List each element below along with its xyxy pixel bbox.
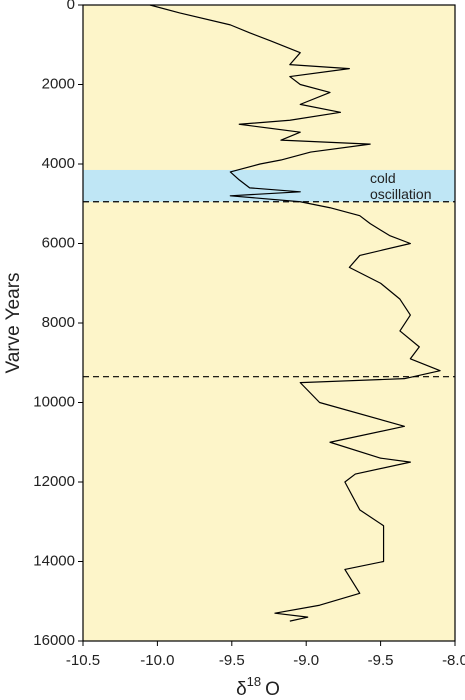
cold-band bbox=[83, 169, 455, 202]
annotation: cold oscillation bbox=[370, 170, 431, 202]
x-label-text: O bbox=[265, 679, 280, 700]
y-tick-label: 8000 bbox=[42, 314, 75, 331]
x-tick-label: -9.0 bbox=[293, 652, 319, 669]
x-label-sup: 18 bbox=[247, 674, 261, 689]
x-tick-label: -9.5 bbox=[368, 652, 394, 669]
x-tick-label: -8.0 bbox=[442, 652, 465, 669]
x-tick-label: -10.0 bbox=[140, 652, 174, 669]
annotation-line: cold bbox=[370, 170, 396, 186]
x-tick-label: -10.5 bbox=[66, 652, 100, 669]
y-tick-label: 0 bbox=[67, 0, 75, 13]
y-tick-label: 10000 bbox=[33, 393, 75, 410]
x-tick-label: -9.5 bbox=[219, 652, 245, 669]
profile-line bbox=[149, 4, 441, 622]
x-axis-label: δ18 O bbox=[236, 674, 280, 700]
annotation-line: oscillation bbox=[370, 186, 431, 202]
y-tick-label: 16000 bbox=[33, 632, 75, 649]
y-tick-label: 4000 bbox=[42, 155, 75, 172]
plot-background bbox=[83, 5, 455, 641]
y-axis-label: Varve Years bbox=[3, 272, 24, 373]
y-tick-label: 12000 bbox=[33, 473, 75, 490]
y-tick-label: 6000 bbox=[42, 234, 75, 251]
y-tick-label: 14000 bbox=[33, 552, 75, 569]
y-tick-label: 2000 bbox=[42, 75, 75, 92]
x-label-symbol: δ bbox=[236, 679, 247, 700]
